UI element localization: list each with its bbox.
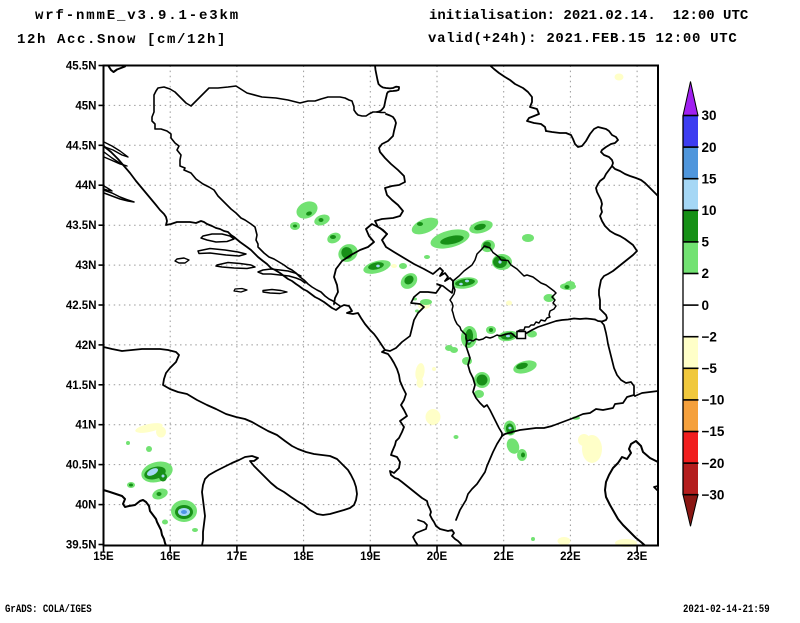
svg-text:45.5N: 45.5N [66, 61, 97, 73]
svg-text:2: 2 [702, 266, 710, 281]
svg-text:44.5N: 44.5N [66, 140, 97, 152]
svg-text:22E: 22E [560, 551, 581, 563]
svg-text:40N: 40N [75, 500, 96, 512]
svg-text:15E: 15E [93, 551, 114, 563]
svg-text:20: 20 [702, 140, 717, 155]
svg-text:43N: 43N [75, 260, 96, 272]
svg-text:15: 15 [702, 171, 718, 186]
svg-text:−5: −5 [702, 361, 718, 376]
svg-text:−15: −15 [702, 424, 725, 439]
svg-text:42.5N: 42.5N [66, 300, 97, 312]
svg-text:20E: 20E [427, 551, 448, 563]
svg-text:39.5N: 39.5N [66, 540, 97, 552]
svg-text:−10: −10 [702, 393, 725, 408]
svg-text:43.5N: 43.5N [66, 220, 97, 232]
svg-text:45N: 45N [75, 100, 96, 112]
svg-text:16E: 16E [160, 551, 181, 563]
svg-text:18E: 18E [293, 551, 314, 563]
svg-text:17E: 17E [227, 551, 248, 563]
svg-text:19E: 19E [360, 551, 381, 563]
svg-text:−20: −20 [702, 456, 725, 471]
svg-text:10: 10 [702, 203, 717, 218]
svg-text:21E: 21E [493, 551, 514, 563]
svg-text:30: 30 [702, 108, 717, 123]
svg-text:44N: 44N [75, 180, 96, 192]
svg-text:40.5N: 40.5N [66, 460, 97, 472]
svg-text:0: 0 [702, 298, 710, 313]
svg-text:5: 5 [702, 235, 710, 250]
svg-text:41N: 41N [75, 420, 96, 432]
svg-text:41.5N: 41.5N [66, 380, 97, 392]
svg-text:23E: 23E [627, 551, 648, 563]
svg-text:−2: −2 [702, 329, 717, 344]
svg-text:42N: 42N [75, 340, 96, 352]
svg-text:−30: −30 [702, 487, 725, 502]
